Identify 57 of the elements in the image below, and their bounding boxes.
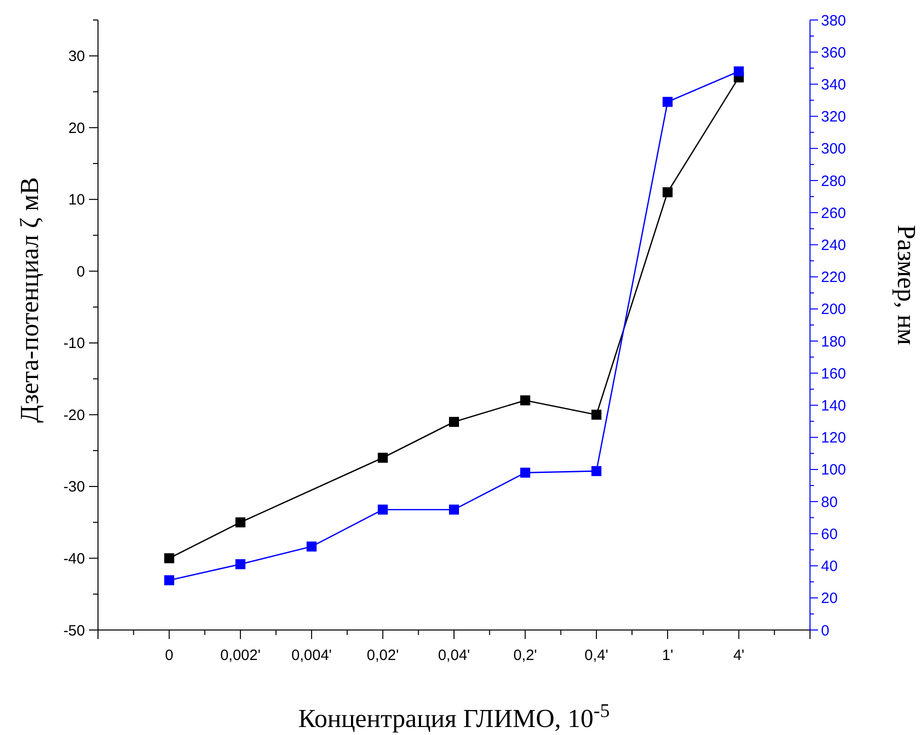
- point: [306, 542, 317, 552]
- point: [734, 66, 744, 76]
- point: [591, 466, 602, 476]
- y-tick-label: -30: [63, 478, 85, 496]
- y2-tick-label: 380: [821, 12, 846, 30]
- x-tick-label: 4': [733, 647, 745, 664]
- y-tick-label: -50: [63, 622, 85, 640]
- x-tick-label: 0,04': [438, 647, 470, 664]
- y2-tick-label: 60: [821, 526, 838, 543]
- y2-tick-label: 140: [821, 398, 846, 415]
- y2-axis-title: Размер, нм: [892, 224, 921, 346]
- y-tick-label: -10: [63, 335, 85, 352]
- y2-tick-label: 240: [821, 236, 846, 254]
- x-tick-label: 0,004': [291, 647, 332, 664]
- point: [520, 468, 530, 478]
- point: [449, 416, 459, 427]
- point: [235, 517, 246, 528]
- y2-tick-label: 0: [821, 622, 830, 640]
- y-tick-label: 10: [68, 192, 85, 209]
- x-tick-label: 0,2': [513, 647, 538, 664]
- point: [164, 553, 174, 564]
- point: [378, 452, 388, 463]
- y2-tick-label: 200: [821, 301, 846, 318]
- y2-tick-label: 360: [821, 44, 846, 62]
- y2-tick-label: 80: [821, 494, 838, 511]
- y-tick-label: 30: [68, 48, 85, 66]
- x-tick-label: 0: [165, 647, 174, 664]
- y-tick-label: 20: [68, 120, 85, 137]
- y2-tick-label: 180: [821, 333, 846, 350]
- y2-tick-label: 300: [821, 140, 846, 158]
- point: [235, 559, 246, 570]
- point: [520, 395, 530, 406]
- y2-tick-label: 120: [821, 430, 846, 447]
- point: [164, 575, 174, 586]
- x-tick-label: 1': [662, 647, 674, 664]
- x-tick-label: 0,02': [366, 647, 399, 664]
- point: [662, 96, 673, 107]
- x-tick-label: 0,002': [220, 647, 261, 664]
- point: [591, 410, 602, 420]
- x-tick-label: 0,4': [584, 647, 608, 664]
- point: [662, 187, 673, 198]
- point: [378, 504, 388, 515]
- y2-tick-label: 220: [821, 269, 846, 286]
- y2-tick-label: 160: [821, 365, 846, 382]
- y2-tick-label: 40: [821, 558, 838, 576]
- y-tick-label: -40: [63, 550, 85, 568]
- point: [449, 504, 459, 515]
- y-axis-title: Дзета-потенциал ζ мВ: [15, 177, 44, 423]
- y2-tick-label: 100: [821, 462, 846, 479]
- y2-tick-label: 340: [821, 76, 846, 94]
- y2-tick-label: 320: [821, 108, 846, 126]
- y2-tick-label: 280: [821, 172, 846, 190]
- y-tick-label: -20: [63, 406, 85, 424]
- x-axis-title: Концентрация ГЛИМО, 10$^{-5}$: [298, 700, 610, 733]
- y2-tick-label: 20: [821, 590, 838, 608]
- y2-tick-label: 260: [821, 204, 846, 222]
- y-tick-label: 0: [76, 263, 85, 280]
